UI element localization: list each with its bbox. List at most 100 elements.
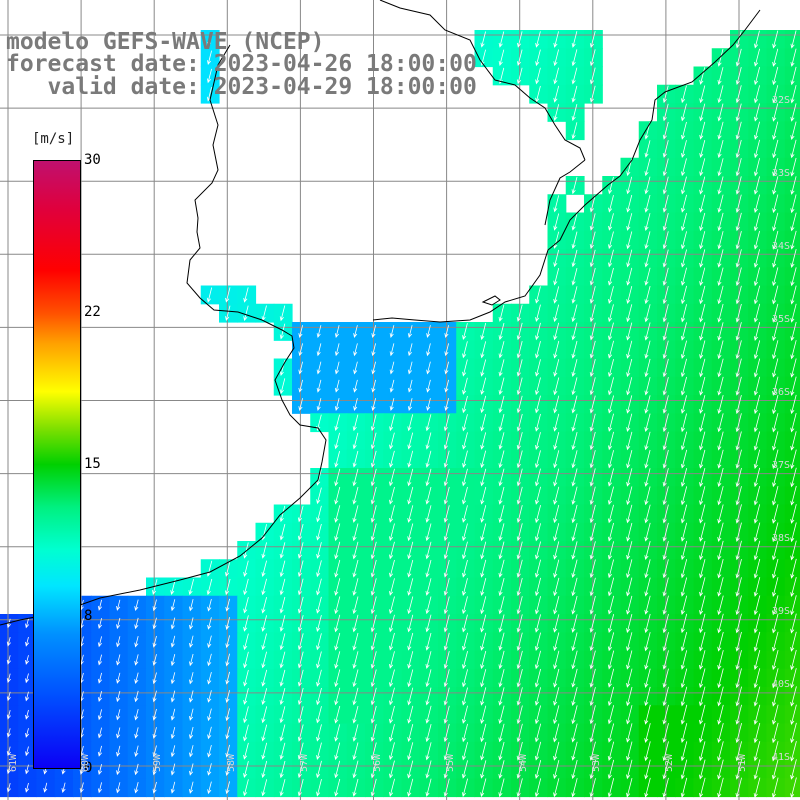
wind-arrow bbox=[334, 724, 341, 742]
wind-arrow bbox=[407, 325, 413, 338]
wind-arrow bbox=[644, 559, 651, 579]
wind-arrow bbox=[735, 358, 742, 378]
wind-arrow bbox=[97, 599, 103, 611]
wind-arrow bbox=[699, 85, 706, 104]
wind-arrow bbox=[790, 485, 797, 506]
wind-arrow bbox=[535, 450, 541, 469]
wind-arrow bbox=[389, 596, 395, 615]
wind-arrow bbox=[535, 341, 541, 359]
wind-arrow bbox=[790, 121, 797, 140]
wind-arrow bbox=[79, 764, 84, 775]
wind-arrow bbox=[644, 377, 651, 396]
wind-arrow bbox=[553, 85, 560, 103]
wind-arrow bbox=[134, 617, 139, 630]
wind-arrow bbox=[753, 413, 761, 433]
wind-arrow bbox=[443, 559, 450, 578]
wind-arrow bbox=[717, 686, 724, 707]
wind-arrow bbox=[699, 67, 706, 85]
wind-arrow bbox=[443, 578, 450, 596]
wind-arrow bbox=[189, 708, 194, 721]
wind-arrow bbox=[662, 577, 669, 597]
wind-arrow bbox=[589, 249, 596, 268]
wind-speed-cell bbox=[784, 650, 800, 670]
wind-arrow bbox=[699, 231, 706, 250]
wind-arrow bbox=[370, 596, 377, 615]
wind-arrow bbox=[25, 782, 30, 793]
wind-arrow bbox=[553, 432, 560, 450]
wind-arrow bbox=[735, 103, 742, 122]
wind-arrow bbox=[717, 194, 724, 213]
wind-arrow bbox=[316, 706, 322, 724]
wind-arrow bbox=[553, 577, 560, 597]
wind-arrow bbox=[699, 103, 706, 122]
wind-arrow bbox=[298, 398, 303, 411]
wind-arrow bbox=[534, 687, 541, 706]
wind-arrow bbox=[754, 30, 760, 49]
wind-arrow bbox=[425, 724, 432, 743]
wind-arrow bbox=[699, 741, 706, 762]
wind-arrow bbox=[681, 158, 687, 177]
wind-arrow bbox=[225, 708, 230, 722]
wind-arrow bbox=[644, 650, 651, 670]
wind-arrow bbox=[462, 377, 468, 395]
wind-arrow bbox=[608, 322, 614, 341]
wind-arrow bbox=[553, 760, 560, 780]
wind-arrow bbox=[353, 398, 358, 412]
wind-arrow bbox=[352, 724, 359, 742]
wind-arrow bbox=[662, 140, 669, 158]
wind-arrow bbox=[790, 267, 797, 287]
wind-arrow bbox=[644, 595, 651, 615]
wind-arrow bbox=[608, 413, 614, 432]
wind-arrow bbox=[170, 781, 176, 794]
wind-arrow bbox=[353, 343, 358, 357]
wind-arrow bbox=[334, 325, 340, 338]
wind-arrow bbox=[425, 432, 432, 450]
wind-speed-cell bbox=[784, 194, 800, 214]
wind-arrow bbox=[243, 779, 249, 797]
wind-arrow bbox=[753, 722, 761, 744]
wind-arrow bbox=[407, 343, 413, 357]
wind-arrow bbox=[790, 722, 797, 744]
wind-arrow bbox=[699, 723, 706, 743]
wind-arrow bbox=[571, 468, 578, 487]
wind-arrow bbox=[407, 742, 414, 761]
wind-arrow bbox=[607, 759, 615, 780]
wind-arrow bbox=[735, 504, 742, 524]
wind-arrow bbox=[790, 704, 797, 725]
wind-arrow bbox=[334, 687, 341, 706]
wind-arrow bbox=[662, 322, 669, 341]
wind-arrow bbox=[279, 651, 286, 669]
wind-arrow bbox=[116, 763, 121, 776]
wind-arrow bbox=[717, 267, 724, 286]
wind-arrow bbox=[316, 669, 322, 687]
wind-arrow bbox=[516, 760, 523, 779]
wind-arrow bbox=[243, 669, 249, 687]
wind-arrow bbox=[717, 67, 724, 85]
wind-arrow bbox=[589, 213, 596, 231]
wind-arrow bbox=[753, 285, 761, 305]
wind-arrow bbox=[753, 741, 761, 762]
wind-arrow bbox=[134, 599, 139, 611]
wind-arrow bbox=[608, 176, 614, 195]
lon-label: 57W bbox=[299, 753, 310, 772]
wind-arrow bbox=[608, 340, 614, 359]
wind-arrow bbox=[370, 486, 377, 505]
wind-arrow bbox=[480, 377, 487, 395]
wind-arrow bbox=[680, 431, 688, 451]
wind-arrow bbox=[297, 578, 304, 596]
wind-arrow bbox=[772, 486, 779, 506]
wind-arrow bbox=[225, 726, 230, 740]
wind-arrow bbox=[735, 413, 742, 433]
wind-arrow bbox=[389, 432, 395, 450]
wind-arrow bbox=[553, 468, 560, 487]
wind-arrow bbox=[498, 632, 505, 651]
wind-arrow bbox=[261, 542, 267, 559]
wind-arrow bbox=[334, 778, 341, 797]
wind-arrow bbox=[189, 763, 194, 776]
wind-arrow bbox=[662, 668, 669, 688]
wind-arrow bbox=[225, 763, 230, 776]
wind-arrow bbox=[717, 340, 724, 360]
wind-arrow bbox=[498, 414, 505, 432]
wind-arrow bbox=[516, 723, 523, 743]
